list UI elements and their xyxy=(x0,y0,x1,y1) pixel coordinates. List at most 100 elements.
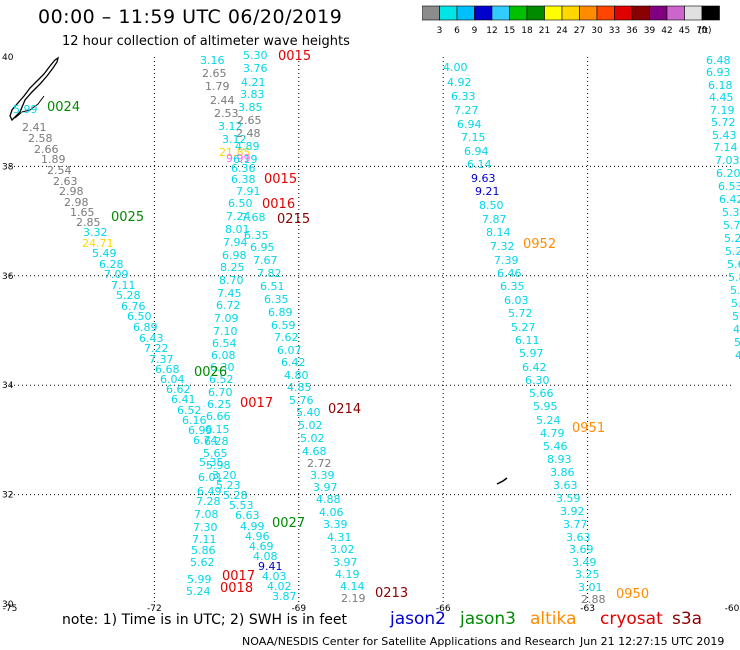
wave-height-value: 6.15 xyxy=(205,423,230,436)
wave-height-value: 6.35 xyxy=(264,293,289,306)
coastline-shape xyxy=(9,56,60,122)
wave-height-value: 6.35 xyxy=(500,280,525,293)
wave-height-value: 6.59 xyxy=(271,319,296,332)
lon-label: -63 xyxy=(580,604,595,614)
wave-height-value: 4.79 xyxy=(540,427,565,440)
wave-height-value: 6.72 xyxy=(216,299,241,312)
colorbar-swatch xyxy=(701,5,720,21)
colorbar-label: 3 xyxy=(437,26,443,36)
wave-height-value: 4.92 xyxy=(447,76,472,89)
wave-height-value: 4.08 xyxy=(253,550,278,563)
wave-height-value: 6.28 xyxy=(204,435,229,448)
colorbar-label: 18 xyxy=(521,26,533,36)
lon-label: -60 xyxy=(725,604,740,614)
wave-height-value: 6.36 xyxy=(231,162,256,175)
map-subtitle: 12 hour collection of altimeter wave hei… xyxy=(62,34,350,49)
wave-height-value: 4.45 xyxy=(709,91,734,104)
wave-height-value: 3.97 xyxy=(333,556,358,569)
wave-height-value: 3.59 xyxy=(556,492,581,505)
wave-height-value: 2.53 xyxy=(214,107,239,120)
wave-height-value: 8.01 xyxy=(225,223,250,236)
legend-s3a: s3a xyxy=(672,609,703,629)
wave-height-value: 7.09 xyxy=(214,312,239,325)
map-title: 00:00 – 11:59 UTC 06/20/2019 xyxy=(38,6,343,28)
wave-height-value: 3.32 xyxy=(83,226,108,239)
wave-height-value: 5.72 xyxy=(508,307,533,320)
wave-height-value: 4.99 xyxy=(240,520,265,533)
wave-height-value: 2.63 xyxy=(53,175,78,188)
wave-height-value: 5.40 xyxy=(296,406,321,419)
wave-height-value: 4.31 xyxy=(327,531,352,544)
wave-height-value: 6.28 xyxy=(99,258,124,271)
wave-height-value: 2.58 xyxy=(28,132,53,145)
pass-time-label: 0025 xyxy=(111,210,144,225)
colorbar-label: 30 xyxy=(591,26,603,36)
colorbar-label: 39 xyxy=(644,26,656,36)
wave-height-value: 6.38 xyxy=(231,173,256,186)
wave-height-value: 5.62 xyxy=(190,556,215,569)
wave-height-value: 2.98 xyxy=(64,196,89,209)
colorbar-label: 12 xyxy=(486,26,497,36)
wave-height-value: 6.14 xyxy=(467,158,492,171)
pass-time-label: 0016 xyxy=(262,197,295,212)
wave-height-value: 7.94 xyxy=(223,236,248,249)
legend-jason2: jason2 xyxy=(390,609,446,629)
wave-height-value: 6.74 xyxy=(193,434,218,447)
wave-height-value: 4.00 xyxy=(443,61,468,74)
pass-time-label: 0018 xyxy=(220,581,253,596)
colorbar-label: 70 xyxy=(696,26,708,36)
wave-height-value: 3.12 xyxy=(222,133,247,146)
wave-height-value: 6.25 xyxy=(207,398,232,411)
lat-label: 38 xyxy=(2,162,14,172)
wave-height-value: 6.19 xyxy=(233,153,258,166)
colorbar-label: 9 xyxy=(472,26,478,36)
wave-height-value: 6.46 xyxy=(497,267,522,280)
wave-height-value: 3.39 xyxy=(310,469,335,482)
wave-height-value: 4.96 xyxy=(245,530,270,543)
colorbar-unit: (ft) xyxy=(698,26,712,36)
wave-height-value: 2.41 xyxy=(22,121,47,134)
wave-height-value: 8.14 xyxy=(486,226,511,239)
wave-height-value: 6.35 xyxy=(244,229,269,242)
coastline xyxy=(9,56,508,485)
colorbar-label: 15 xyxy=(504,26,515,36)
wave-height-value: 4. xyxy=(733,323,740,336)
wave-height-value: 6.70 xyxy=(208,386,233,399)
map-grid xyxy=(10,57,732,604)
wave-height-value: 3.69 xyxy=(569,543,594,556)
lat-label: 34 xyxy=(2,381,14,391)
wave-height-value: 4.89 xyxy=(235,140,260,153)
wave-height-value: 5.3 xyxy=(722,206,740,219)
wave-height-value: 5.97 xyxy=(519,347,544,360)
wave-height-value: 2.66 xyxy=(34,143,59,156)
wave-height-value: 6.95 xyxy=(250,241,275,254)
wave-height-value: 6.41 xyxy=(171,393,196,406)
wave-height-value: 6.52 xyxy=(177,404,202,417)
credit-line: NOAA/NESDIS Center for Satellite Applica… xyxy=(242,635,576,648)
colorbar-label: 27 xyxy=(574,26,585,36)
wave-height-value: 5.8 xyxy=(728,271,740,284)
wave-height-value: 3.83 xyxy=(240,88,265,101)
wave-height-value: 4.19 xyxy=(335,568,360,581)
wave-height-value: 6.66 xyxy=(206,410,231,423)
wave-height-value: 3.77 xyxy=(563,518,588,531)
legend-cryosat: cryosat xyxy=(600,609,663,629)
wave-height-value: 7.03 xyxy=(715,154,740,167)
wave-height-value: 6.62 xyxy=(166,383,191,396)
lon-label: -66 xyxy=(436,604,451,614)
wave-height-value: 8.25 xyxy=(220,261,245,274)
wave-height-value: 3.97 xyxy=(313,481,338,494)
wave-height-value: 5.65 xyxy=(203,447,228,460)
wave-height-value: 6.01 xyxy=(198,471,223,484)
wave-height-values: 3.162.651.792.442.533.123.1221.859.995.3… xyxy=(13,49,740,606)
wave-height-value: 5.46 xyxy=(543,440,568,453)
wave-height-value: 6.98 xyxy=(222,249,247,262)
wave-height-value: 1.65 xyxy=(70,206,95,219)
wave-height-value: 2.88 xyxy=(581,593,606,606)
wave-height-value: 6.42 xyxy=(281,356,306,369)
wave-height-value: 5.30 xyxy=(243,49,268,62)
wave-height-value: 5.27 xyxy=(511,321,536,334)
wave-height-value: 2.19 xyxy=(341,592,366,605)
footer-note: note: 1) Time is in UTC; 2) SWH is in fe… xyxy=(62,612,348,628)
wave-height-value: 6.89 xyxy=(133,321,158,334)
